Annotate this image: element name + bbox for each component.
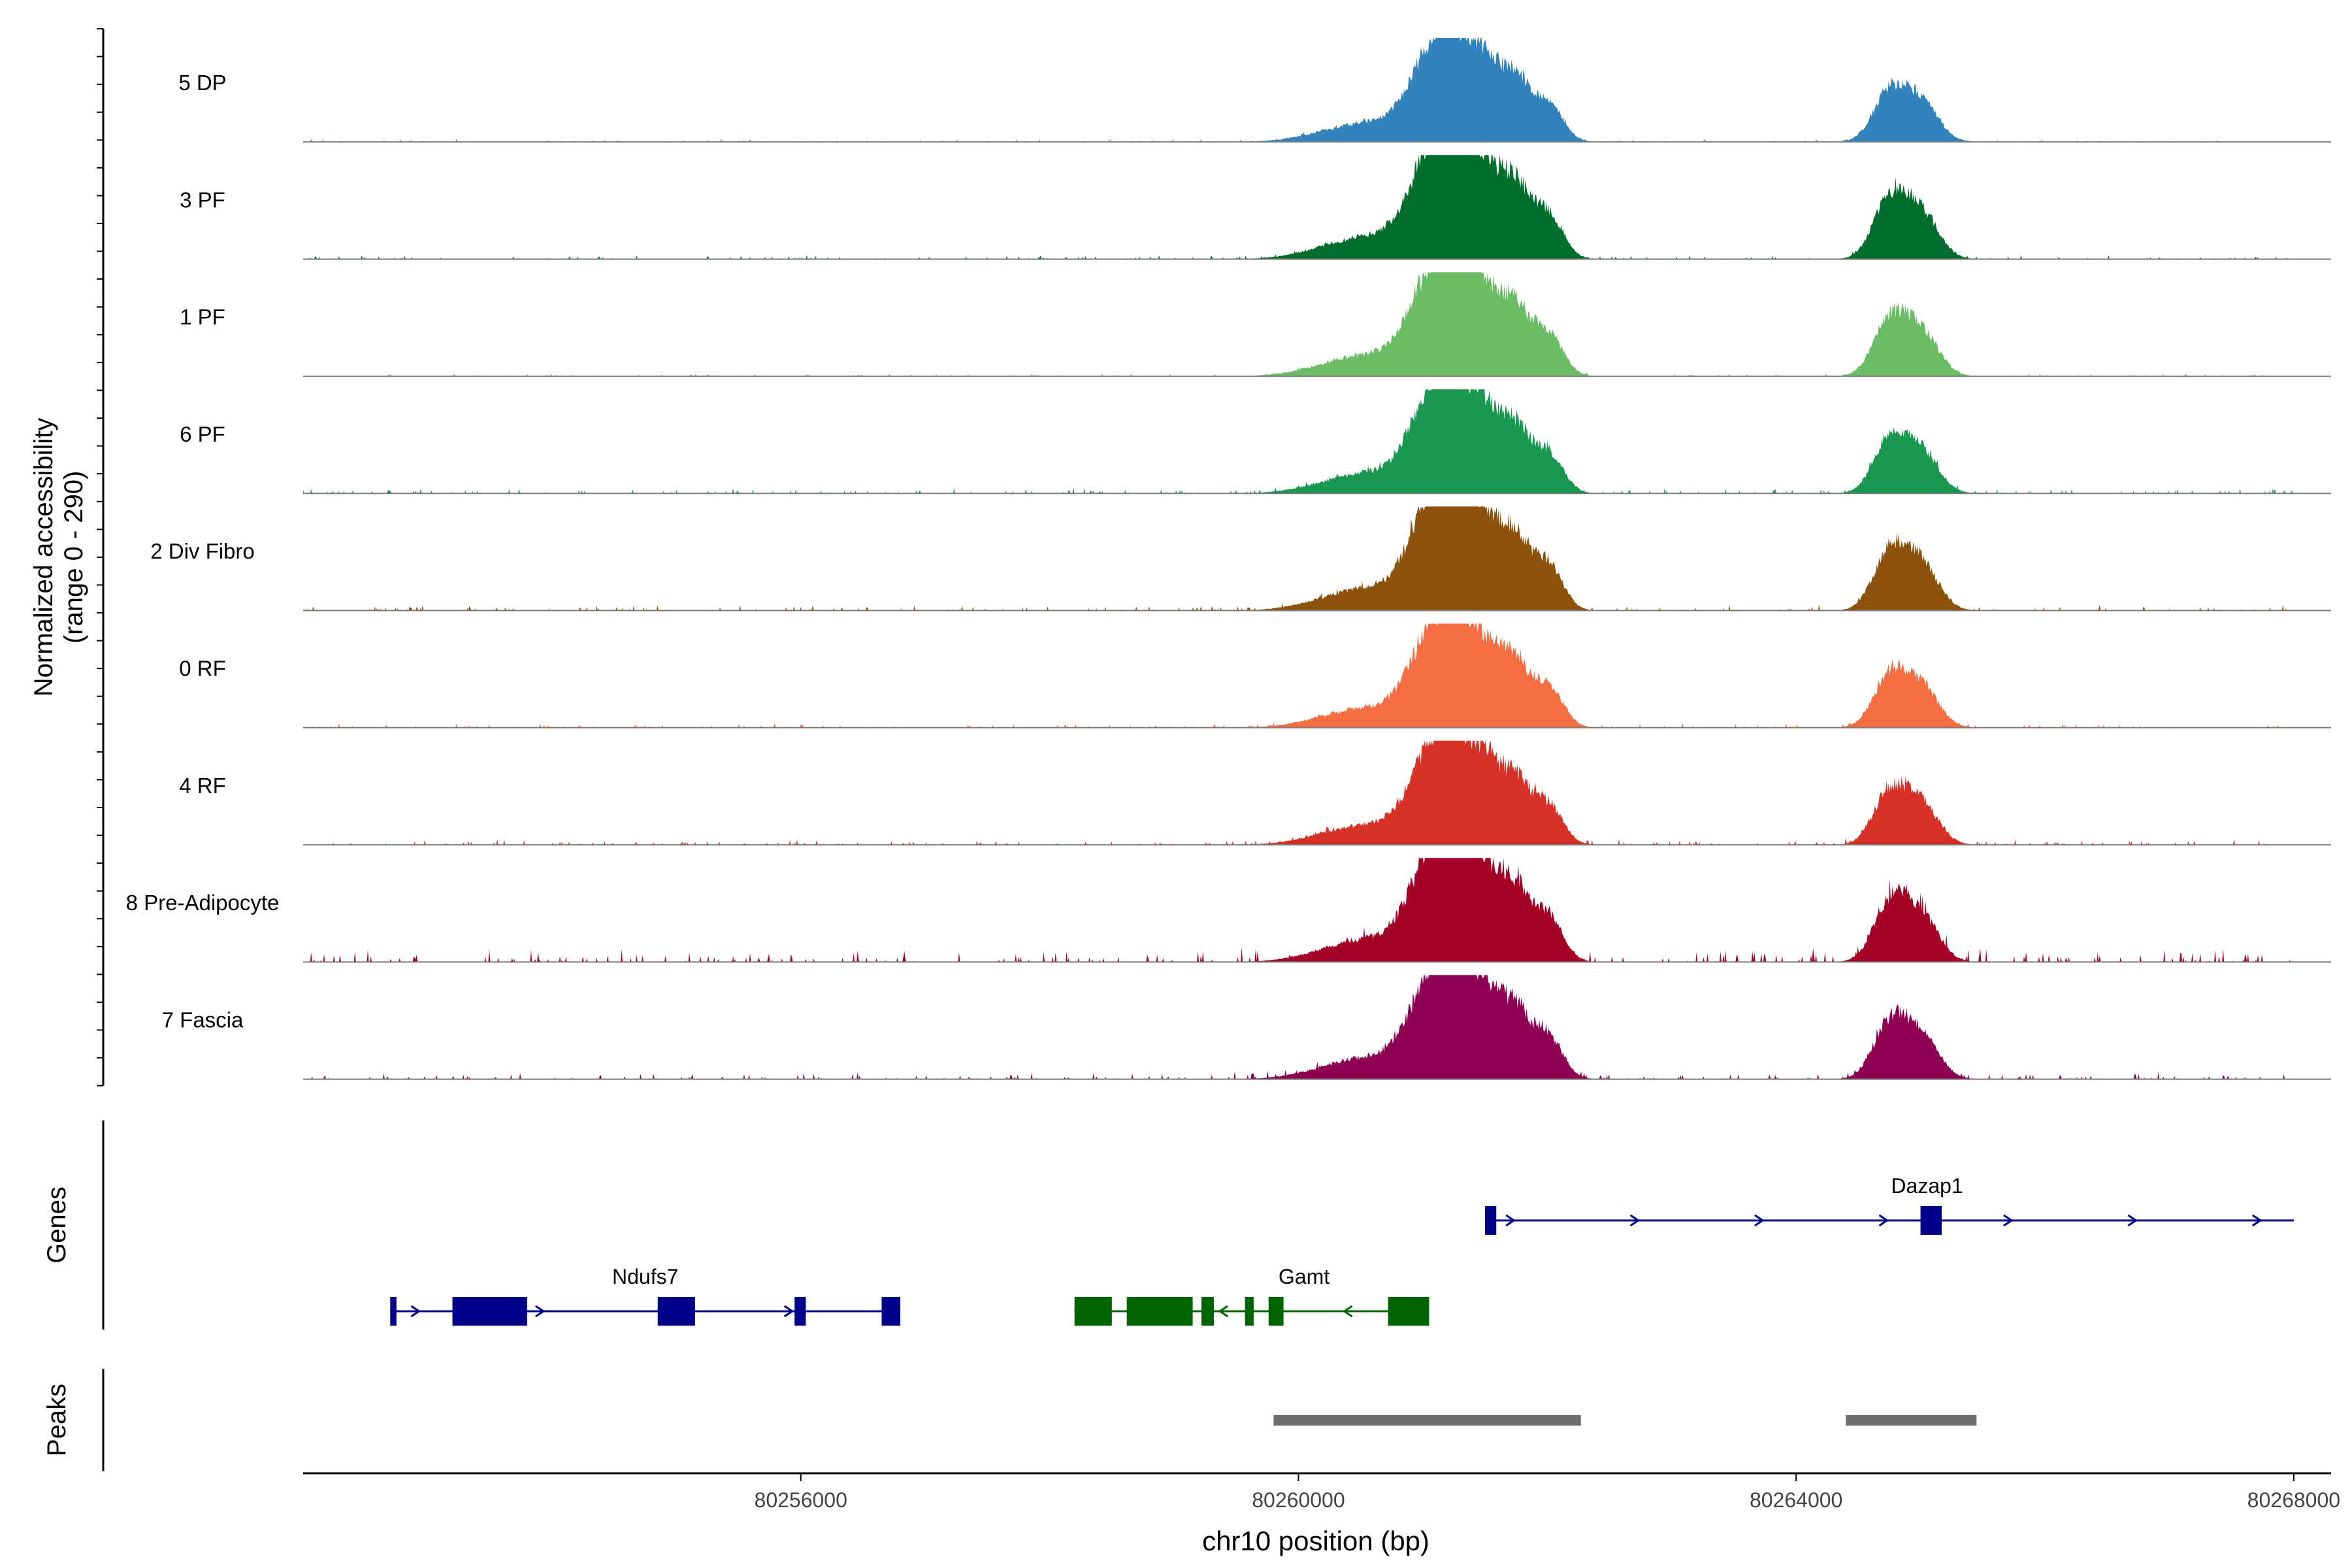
x-tick-label: 80268000 xyxy=(2247,1488,2340,1512)
strand-arrow xyxy=(2251,1214,2262,1227)
exon xyxy=(1268,1297,1284,1326)
gene-dazap1: Dazap1 xyxy=(1485,1174,2294,1235)
exon xyxy=(390,1297,397,1326)
strand-arrow xyxy=(1342,1305,1353,1318)
gene-ndufs7: Ndufs7 xyxy=(390,1265,901,1326)
track-label: 6 PF xyxy=(180,422,225,446)
track-0-rf: 0 RF xyxy=(179,623,2331,728)
peaks-label-group: Peaks xyxy=(42,1384,71,1456)
strand-arrow xyxy=(2003,1214,2014,1227)
exon xyxy=(881,1297,901,1326)
track-1-pf: 1 PF xyxy=(180,272,2331,377)
strand-arrow xyxy=(1878,1214,1889,1227)
track-label: 7 Fascia xyxy=(162,1007,244,1032)
track-label: 5 DP xyxy=(178,71,226,95)
track-8-pre-adipocyte: 8 Pre-Adipocyte xyxy=(126,858,2331,963)
coverage-area xyxy=(303,38,2294,142)
track-label: 0 RF xyxy=(179,657,226,681)
exon xyxy=(1388,1297,1429,1326)
strand-arrow xyxy=(2127,1214,2138,1227)
coverage-area xyxy=(303,272,2294,376)
peaks-panel-label: Peaks xyxy=(42,1384,71,1456)
coverage-area xyxy=(303,740,2294,845)
track-label: 4 RF xyxy=(179,774,226,798)
coverage-area xyxy=(303,858,2294,962)
track-label: 3 PF xyxy=(180,188,225,212)
exon xyxy=(794,1297,806,1326)
x-tick-label: 80260000 xyxy=(1252,1488,1345,1512)
coverage-area xyxy=(303,389,2294,494)
exon xyxy=(1485,1206,1497,1235)
track-4-rf: 4 RF xyxy=(179,740,2331,846)
x-tick-label: 80264000 xyxy=(1750,1488,1842,1512)
track-label: 2 Div Fibro xyxy=(150,539,255,563)
coverage-area xyxy=(303,155,2294,259)
x-axis-label: chr10 position (bp) xyxy=(1202,1526,1429,1556)
x-tick-label: 80256000 xyxy=(755,1488,847,1512)
strand-arrow xyxy=(1505,1214,1516,1227)
gene-label: Ndufs7 xyxy=(612,1265,678,1288)
track-5-dp: 5 DP xyxy=(178,38,2331,143)
coverage-area xyxy=(303,975,2294,1079)
y-axis-label-group: Normalized accessibility (range 0 - 290) xyxy=(29,417,88,696)
coverage-area xyxy=(303,623,2294,728)
strand-arrow xyxy=(1629,1214,1641,1227)
strand-arrow xyxy=(534,1305,546,1318)
track-label: 8 Pre-Adipocyte xyxy=(126,890,280,915)
track-7-fascia: 7 Fascia xyxy=(162,975,2331,1080)
track-3-pf: 3 PF xyxy=(180,155,2331,260)
coverage-area xyxy=(303,506,2294,611)
exon xyxy=(1245,1297,1254,1326)
peak-region xyxy=(1846,1415,1977,1426)
strand-arrow xyxy=(783,1305,794,1318)
exon xyxy=(452,1297,527,1326)
strand-arrow xyxy=(410,1305,421,1318)
y-axis-label: Normalized accessibility xyxy=(29,417,58,696)
gene-label: Dazap1 xyxy=(1891,1174,1963,1198)
gene-gamt: Gamt xyxy=(1074,1265,1429,1326)
exon xyxy=(1074,1297,1112,1326)
gene-label: Gamt xyxy=(1279,1265,1330,1288)
exon xyxy=(1201,1297,1214,1326)
strand-arrow xyxy=(1754,1214,1765,1227)
strand-arrow xyxy=(1218,1305,1229,1318)
y-axis-range-label: (range 0 - 290) xyxy=(59,471,88,644)
exon xyxy=(1920,1206,1942,1235)
exon xyxy=(657,1297,695,1326)
exon xyxy=(1126,1297,1193,1326)
track-6-pf: 6 PF xyxy=(180,389,2331,495)
track-2-div-fibro: 2 Div Fibro xyxy=(150,506,2331,612)
genes-label-group: Genes xyxy=(42,1186,71,1264)
genes-panel-label: Genes xyxy=(42,1186,71,1264)
track-label: 1 PF xyxy=(180,305,225,329)
peak-region xyxy=(1273,1415,1581,1426)
